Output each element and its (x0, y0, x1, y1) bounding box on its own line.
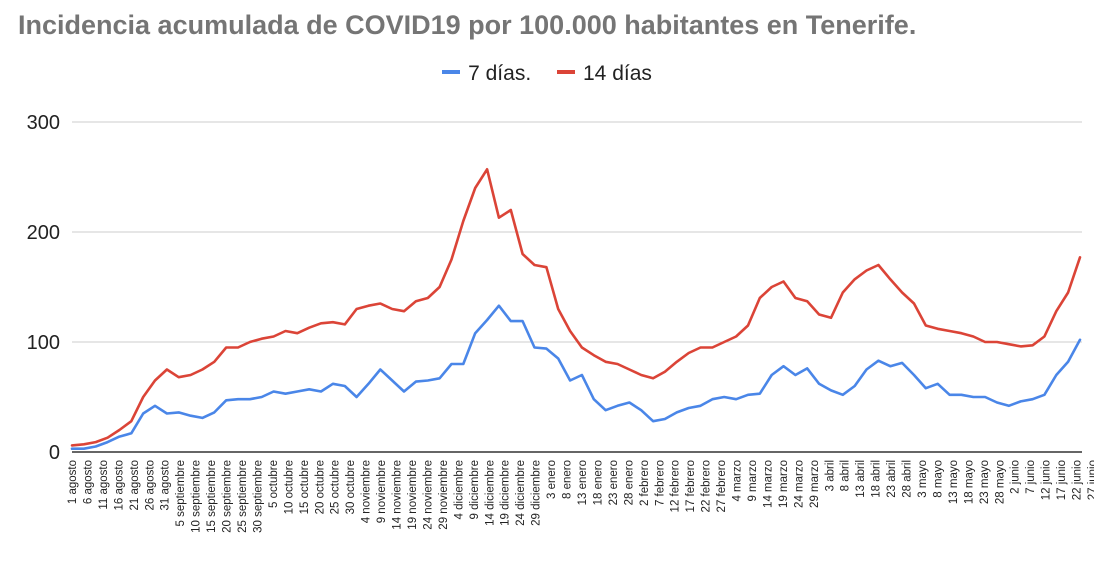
x-tick-label: 24 diciembre (515, 460, 527, 526)
x-tick-label: 18 abril (871, 460, 883, 498)
x-tick-label: 9 diciembre (469, 460, 481, 519)
x-tick-label: 19 marzo (778, 460, 790, 508)
x-tick-label: 8 abril (840, 460, 852, 491)
x-tick-label: 18 enero (593, 460, 605, 505)
x-tick-label: 13 abril (855, 460, 867, 498)
series-lines (70, 168, 1082, 451)
x-tick-label: 1 agosto (67, 460, 79, 504)
x-tick-label: 30 septiembre (253, 460, 265, 533)
y-tick-label-0: 0 (49, 442, 60, 464)
y-axis-ticks: 0 100 200 300 (27, 112, 60, 464)
series-line-7-dias (70, 304, 1082, 451)
x-tick-label: 3 mayo (917, 460, 929, 498)
x-tick-label: 10 septiembre (191, 460, 203, 533)
x-tick-label: 7 febrero (654, 460, 666, 506)
x-tick-label: 23 enero (608, 460, 620, 505)
x-tick-label: 9 noviembre (376, 460, 388, 523)
x-tick-label: 17 febrero (685, 460, 697, 512)
x-tick-label: 24 marzo (793, 460, 805, 508)
x-tick-label: 15 octubre (299, 460, 311, 514)
x-tick-label: 4 diciembre (453, 460, 465, 519)
x-tick-label: 19 diciembre (500, 460, 512, 526)
x-tick-label: 12 febrero (670, 460, 682, 512)
x-tick-label: 24 noviembre (423, 460, 435, 530)
x-tick-label: 2 junio (1010, 460, 1022, 494)
legend-label-7-dias: 7 días. (468, 62, 532, 85)
x-tick-label: 19 noviembre (407, 460, 419, 530)
x-tick-label: 10 octubre (283, 460, 295, 514)
x-tick-label: 4 noviembre (361, 460, 373, 523)
x-tick-label: 5 octubre (268, 460, 280, 508)
x-tick-label: 3 abril (824, 460, 836, 491)
x-tick-label: 22 junio (1072, 460, 1084, 500)
x-tick-label: 2 febrero (639, 460, 651, 506)
x-tick-label: 20 octubre (314, 460, 326, 514)
x-tick-label: 27 junio (1087, 460, 1094, 500)
x-tick-label: 25 octubre (330, 460, 342, 514)
chart-title: Incidencia acumulada de COVID19 por 100.… (18, 10, 917, 40)
x-tick-label: 28 mayo (994, 460, 1006, 504)
x-tick-label: 5 septiembre (175, 460, 187, 526)
x-tick-label: 4 marzo (732, 460, 744, 502)
x-tick-label: 14 marzo (763, 460, 775, 508)
x-tick-label: 11 agosto (98, 460, 110, 510)
x-tick-label: 26 agosto (144, 460, 156, 511)
series-line-14-dias (70, 168, 1082, 447)
legend-label-14-dias: 14 días (583, 62, 652, 85)
x-tick-label: 9 marzo (747, 460, 759, 502)
x-tick-label: 18 mayo (963, 460, 975, 504)
x-axis-ticks: 1 agosto 6 agosto 11 agosto 16 agosto 21 ago… (67, 460, 1094, 533)
y-tick-label-200: 200 (27, 222, 60, 244)
x-tick-label: 27 febrero (716, 460, 728, 512)
x-tick-label: 8 enero (562, 460, 574, 499)
x-tick-label: 29 diciembre (531, 460, 543, 526)
legend-swatch-7-dias (442, 70, 461, 75)
x-tick-label: 25 septiembre (237, 460, 249, 533)
x-tick-label: 29 noviembre (438, 460, 450, 530)
y-tick-label-100: 100 (27, 332, 60, 354)
x-tick-label: 13 enero (577, 460, 589, 505)
x-tick-label: 21 agosto (129, 460, 141, 511)
y-tick-label-300: 300 (27, 112, 60, 134)
x-tick-label: 23 mayo (979, 460, 991, 504)
x-tick-label: 28 abril (902, 460, 914, 498)
x-tick-label: 30 octubre (345, 460, 357, 514)
x-tick-label: 3 enero (546, 460, 558, 499)
chart-legend: 7 días. 14 días (0, 62, 1094, 86)
legend-item-14-dias[interactable]: 14 días (557, 62, 652, 86)
x-tick-label: 13 mayo (948, 460, 960, 504)
x-tick-label: 22 febrero (701, 460, 713, 512)
x-tick-label: 17 junio (1056, 460, 1068, 500)
x-tick-label: 31 agosto (160, 460, 172, 511)
x-tick-label: 12 junio (1041, 460, 1053, 500)
x-tick-label: 20 septiembre (222, 460, 234, 533)
x-tick-label: 16 agosto (113, 460, 125, 511)
x-tick-label: 23 abril (886, 460, 898, 498)
x-tick-label: 15 septiembre (206, 460, 218, 533)
x-tick-label: 28 enero (623, 460, 635, 505)
x-tick-label: 6 agosto (83, 460, 95, 504)
legend-swatch-14-dias (557, 70, 575, 75)
x-tick-label: 7 junio (1025, 460, 1037, 494)
x-tick-label: 29 marzo (809, 460, 821, 508)
legend-item-7-dias[interactable]: 7 días. (442, 62, 531, 86)
x-tick-label: 14 noviembre (392, 460, 404, 530)
x-tick-label: 8 mayo (933, 460, 945, 498)
x-tick-label: 14 diciembre (484, 460, 496, 526)
